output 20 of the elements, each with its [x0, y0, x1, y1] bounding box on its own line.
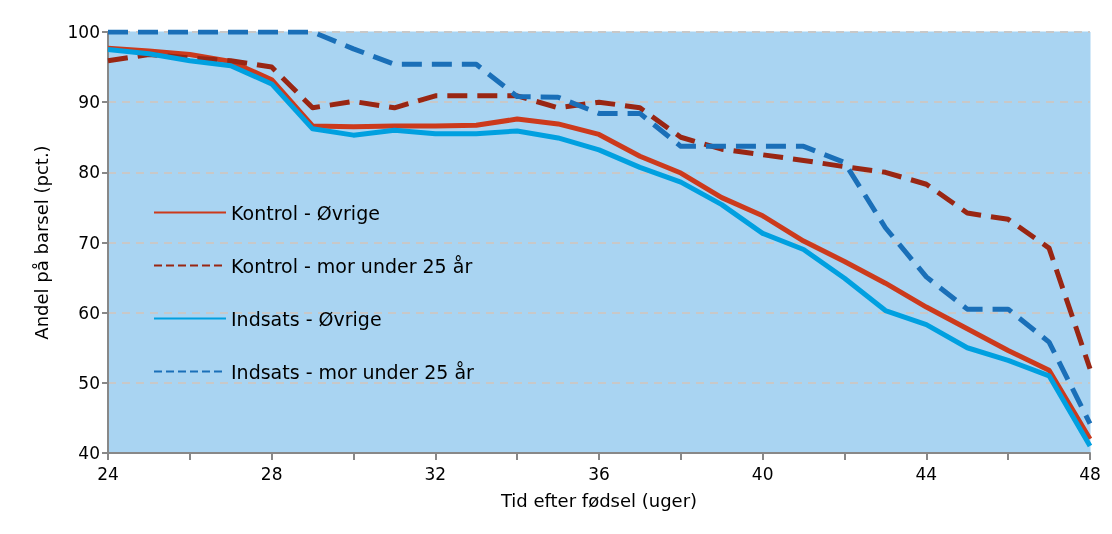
y-tick-label: 60: [78, 302, 100, 323]
x-axis-title: Tid efter fødsel (uger): [499, 489, 698, 511]
x-tick-label: 32: [424, 463, 447, 484]
legend-label: Kontrol - Øvrige: [231, 201, 380, 224]
x-tick-label: 48: [1079, 463, 1101, 484]
y-tick-label: 80: [78, 162, 100, 183]
y-tick-label: 90: [78, 92, 100, 113]
y-axis-title: Andel på barsel (pct.): [30, 145, 52, 340]
legend-label: Indsats - Øvrige: [231, 307, 382, 330]
legend-label: Indsats - mor under 25 år: [231, 360, 475, 383]
y-tick-label: 50: [78, 372, 100, 393]
x-tick-label: 24: [97, 463, 119, 484]
y-tick-label: 70: [78, 232, 100, 253]
x-tick-label: 36: [588, 463, 610, 484]
y-tick-label: 40: [78, 443, 100, 463]
x-tick-label: 44: [915, 463, 938, 484]
legend-label: Kontrol - mor under 25 år: [231, 254, 473, 277]
x-tick-label: 28: [260, 463, 283, 484]
x-tick-label: 40: [751, 463, 774, 484]
y-tick-label: 100: [67, 22, 100, 42]
